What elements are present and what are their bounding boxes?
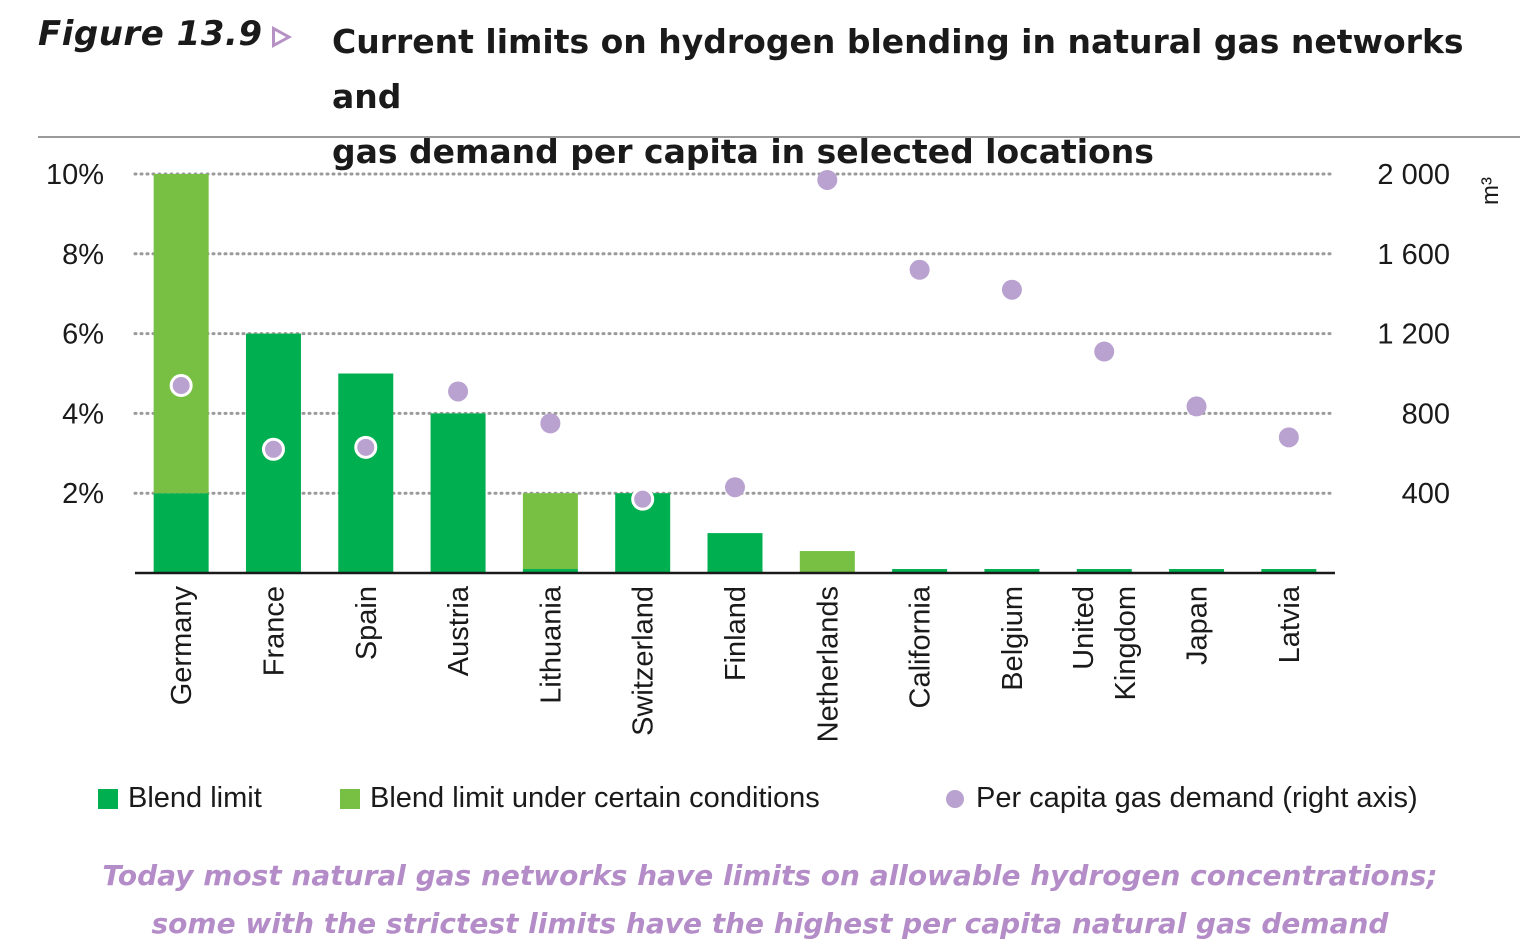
category-label: Spain: [351, 586, 383, 660]
bar-blend-limit: [707, 533, 763, 573]
legend-label-blend-limit: Blend limit: [128, 782, 262, 814]
demand-point: [448, 381, 469, 402]
left-axis-tick-label: 2%: [62, 478, 104, 510]
category-label: Finland: [720, 586, 752, 681]
demand-point: [725, 477, 745, 498]
demand-point: [1186, 396, 1207, 417]
legend-label-blend-conditional: Blend limit under certain conditions: [370, 782, 820, 814]
legend-item-blend-limit: Blend limit: [98, 782, 262, 815]
left-axis-tick-label: 6%: [62, 319, 104, 351]
legend-item-blend-conditional: Blend limit under certain conditions: [340, 782, 820, 815]
legend-swatch-gas-demand: [946, 789, 964, 808]
right-axis-tick-label: 800: [1402, 398, 1450, 430]
demand-point: [817, 169, 838, 190]
bar-blend-limit: [1076, 569, 1132, 573]
caption-line-2: some with the strictest limits have the …: [151, 907, 1389, 940]
demand-point: [354, 435, 378, 459]
demand-point: [540, 413, 561, 434]
category-label: California: [905, 585, 937, 708]
legend-swatch-blend-limit: [98, 788, 118, 809]
bar-blend-limit: [522, 569, 578, 573]
category-label: Latvia: [1274, 585, 1306, 663]
left-axis-tick-label: 8%: [62, 239, 104, 271]
bar-blend-limit: [984, 569, 1040, 573]
caption-line-1: Today most natural gas networks have lim…: [102, 859, 1438, 892]
right-axis-tick-label: 2 000: [1377, 159, 1450, 191]
category-label: Lithuania: [535, 585, 567, 704]
title-divider: [38, 136, 1520, 138]
demand-point: [631, 487, 655, 511]
category-label: France: [258, 586, 290, 676]
figure-title: Current limits on hydrogen blending in n…: [332, 14, 1522, 179]
legend-label-gas-demand: Per capita gas demand (right axis): [976, 782, 1418, 814]
figure-title-line-2: gas demand per capita in selected locati…: [332, 132, 1154, 171]
right-axis-tick-label: 400: [1402, 478, 1450, 510]
bar-blend-limit: [1169, 569, 1225, 573]
category-label: Kingdom: [1110, 586, 1142, 700]
right-axis-tick-label: 1 200: [1377, 319, 1450, 351]
right-axis-unit: m³: [1477, 177, 1504, 205]
bar-blend-limit: [153, 493, 209, 573]
category-label: Belgium: [997, 586, 1029, 691]
demand-point: [261, 437, 285, 461]
bar-blend-limit: [1261, 569, 1317, 573]
category-label: Germany: [166, 586, 198, 706]
bar-blend-limit: [892, 569, 948, 573]
figure-arrow-icon: [272, 26, 292, 48]
demand-point: [1278, 427, 1299, 448]
right-axis-tick-label: 1 600: [1377, 239, 1450, 271]
hydrogen-blending-chart: 2% 4% 6% 8% 10% 400 800 1 200 1 600 2 000 m³ German…: [46, 159, 1504, 742]
demand-point: [1094, 341, 1115, 362]
figure-label: Figure 13.9: [38, 14, 263, 54]
left-axis-tick-label: 4%: [62, 398, 104, 430]
bar-blend-conditional: [153, 174, 209, 494]
category-label: Austria: [443, 585, 475, 676]
figure-caption: Today most natural gas networks have lim…: [0, 852, 1540, 948]
category-label: Japan: [1182, 586, 1214, 665]
bar-blend-conditional: [799, 551, 855, 573]
demand-point: [909, 259, 930, 280]
category-label: Netherlands: [812, 586, 844, 742]
category-label: United: [1068, 586, 1100, 670]
bar-blend-limit: [430, 413, 486, 573]
category-label: Switzerland: [628, 586, 660, 736]
legend-swatch-blend-conditional: [340, 788, 360, 809]
demand-point: [1001, 279, 1022, 300]
figure-title-line-1: Current limits on hydrogen blending in n…: [332, 22, 1464, 116]
legend-item-gas-demand: Per capita gas demand (right axis): [946, 782, 1418, 815]
bar-blend-limit: [338, 373, 394, 573]
left-axis-tick-label: 10%: [46, 159, 104, 191]
demand-point: [169, 373, 193, 397]
chart-legend: Blend limit Blend limit under certain co…: [0, 782, 1540, 822]
bar-blend-conditional: [522, 493, 578, 570]
